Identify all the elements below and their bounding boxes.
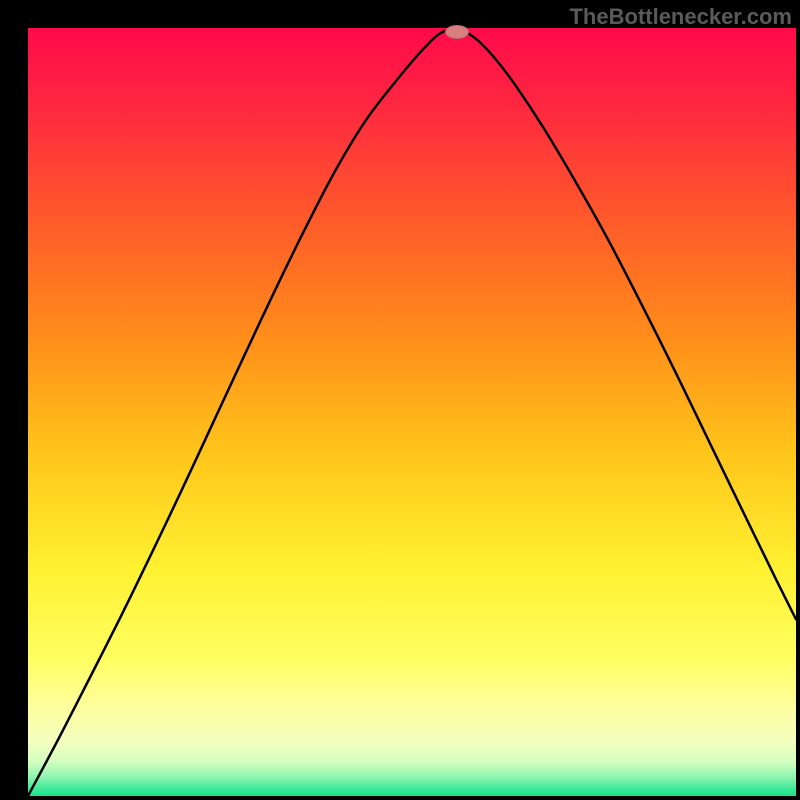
chart-container: TheBottlenecker.com [0,0,800,800]
plot-area [28,28,796,796]
bottleneck-curve [28,28,796,796]
minimum-marker [445,25,469,39]
watermark-text: TheBottlenecker.com [569,4,792,30]
